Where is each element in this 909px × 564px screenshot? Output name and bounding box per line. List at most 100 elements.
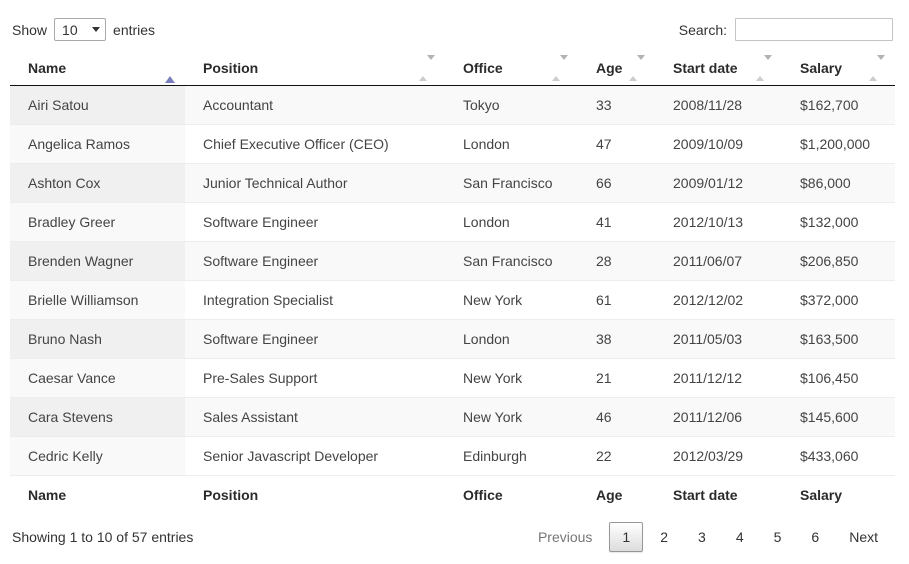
cell-office: London xyxy=(445,124,578,164)
table-row: Ashton Cox Junior Technical Author San F… xyxy=(10,163,895,203)
cell-office: London xyxy=(445,202,578,242)
cell-age: 61 xyxy=(578,280,655,320)
table-row: Bruno Nash Software Engineer London 38 2… xyxy=(10,319,895,359)
cell-name: Airi Satou xyxy=(10,85,185,125)
table-header: Name Position Office Age Start date xyxy=(10,51,895,86)
cell-salary: $145,600 xyxy=(782,397,895,437)
entries-label: entries xyxy=(113,21,156,38)
sort-both-icon xyxy=(629,55,645,81)
cell-age: 41 xyxy=(578,202,655,242)
table-row: Bradley Greer Software Engineer London 4… xyxy=(10,202,895,242)
cell-office: New York xyxy=(445,280,578,320)
cell-start-date: 2012/10/13 xyxy=(655,202,782,242)
page-button-2[interactable]: 2 xyxy=(660,529,669,545)
column-header-start-date[interactable]: Start date xyxy=(655,51,782,86)
cell-position: Software Engineer xyxy=(185,202,445,242)
search-control: Search: xyxy=(679,18,893,41)
cell-age: 66 xyxy=(578,163,655,203)
column-header-label: Salary xyxy=(800,60,843,76)
column-header-label: Position xyxy=(203,60,259,76)
page-button-5[interactable]: 5 xyxy=(773,529,782,545)
sort-both-icon xyxy=(419,55,435,81)
footer-column-salary: Salary xyxy=(782,475,895,514)
cell-start-date: 2009/10/09 xyxy=(655,124,782,164)
column-header-name[interactable]: Name xyxy=(10,51,185,86)
chevron-down-icon xyxy=(92,27,101,32)
sort-both-icon xyxy=(756,55,772,81)
cell-name: Ashton Cox xyxy=(10,163,185,203)
table-row: Airi Satou Accountant Tokyo 33 2008/11/2… xyxy=(10,85,895,125)
cell-office: Tokyo xyxy=(445,85,578,125)
column-header-office[interactable]: Office xyxy=(445,51,578,86)
footer-column-position: Position xyxy=(185,475,445,514)
cell-position: Pre-Sales Support xyxy=(185,358,445,398)
page-button-3[interactable]: 3 xyxy=(698,529,706,545)
cell-name: Cara Stevens xyxy=(10,397,185,437)
cell-name: Brielle Williamson xyxy=(10,280,185,320)
cell-age: 47 xyxy=(578,124,655,164)
page-button-4[interactable]: 4 xyxy=(735,529,744,545)
next-page-button[interactable]: Next xyxy=(849,529,878,545)
cell-position: Sales Assistant xyxy=(185,397,445,437)
cell-start-date: 2011/05/03 xyxy=(655,319,782,359)
column-header-salary[interactable]: Salary xyxy=(782,51,895,86)
search-label: Search: xyxy=(678,21,727,38)
cell-name: Bruno Nash xyxy=(10,319,185,359)
cell-salary: $1,200,000 xyxy=(782,124,895,164)
column-header-label: Start date xyxy=(673,60,738,76)
cell-office: New York xyxy=(445,397,578,437)
cell-position: Chief Executive Officer (CEO) xyxy=(185,124,445,164)
cell-office: San Francisco xyxy=(445,241,578,281)
table-footer: Name Position Office Age Start date Sala… xyxy=(10,475,895,514)
page-length-value: 10 xyxy=(62,21,78,38)
cell-age: 22 xyxy=(578,436,655,476)
cell-age: 28 xyxy=(578,241,655,281)
cell-position: Accountant xyxy=(185,85,445,125)
cell-start-date: 2011/12/06 xyxy=(655,397,782,437)
cell-start-date: 2011/06/07 xyxy=(655,241,782,281)
cell-start-date: 2012/03/29 xyxy=(655,436,782,476)
cell-office: San Francisco xyxy=(445,163,578,203)
search-input[interactable] xyxy=(735,18,893,41)
cell-start-date: 2011/12/12 xyxy=(655,358,782,398)
sort-both-icon xyxy=(552,55,568,81)
column-header-age[interactable]: Age xyxy=(578,51,655,86)
cell-position: Junior Technical Author xyxy=(185,163,445,203)
column-header-label: Office xyxy=(463,60,503,76)
cell-salary: $106,450 xyxy=(782,358,895,398)
previous-page-button[interactable]: Previous xyxy=(537,529,593,545)
cell-salary: $433,060 xyxy=(782,436,895,476)
page-button-6[interactable]: 6 xyxy=(811,529,820,545)
cell-salary: $163,500 xyxy=(782,319,895,359)
footer-column-start-date: Start date xyxy=(655,475,782,514)
cell-age: 38 xyxy=(578,319,655,359)
cell-salary: $372,000 xyxy=(782,280,895,320)
table-row: Cara Stevens Sales Assistant New York 46… xyxy=(10,397,895,437)
cell-office: London xyxy=(445,319,578,359)
page-length-select[interactable]: 10 xyxy=(54,18,107,41)
cell-position: Integration Specialist xyxy=(185,280,445,320)
table-footer-bar: Showing 1 to 10 of 57 entries Previous 1… xyxy=(10,522,895,564)
table-row: Angelica Ramos Chief Executive Officer (… xyxy=(10,124,895,164)
cell-salary: $132,000 xyxy=(782,202,895,242)
cell-position: Software Engineer xyxy=(185,241,445,281)
table-row: Brielle Williamson Integration Specialis… xyxy=(10,280,895,320)
cell-start-date: 2012/12/02 xyxy=(655,280,782,320)
table-body: Airi Satou Accountant Tokyo 33 2008/11/2… xyxy=(10,85,895,476)
sort-asc-icon xyxy=(165,60,175,83)
cell-office: Edinburgh xyxy=(445,436,578,476)
cell-age: 46 xyxy=(578,397,655,437)
cell-start-date: 2009/01/12 xyxy=(655,163,782,203)
column-header-label: Age xyxy=(596,60,623,76)
cell-name: Caesar Vance xyxy=(10,358,185,398)
footer-column-name: Name xyxy=(10,475,185,514)
cell-age: 21 xyxy=(578,358,655,398)
sort-both-icon xyxy=(869,55,885,81)
footer-column-age: Age xyxy=(578,475,655,514)
cell-position: Software Engineer xyxy=(185,319,445,359)
cell-salary: $162,700 xyxy=(782,85,895,125)
table-info: Showing 1 to 10 of 57 entries xyxy=(12,529,194,545)
column-header-position[interactable]: Position xyxy=(185,51,445,86)
data-table: Name Position Office Age Start date xyxy=(10,51,895,514)
